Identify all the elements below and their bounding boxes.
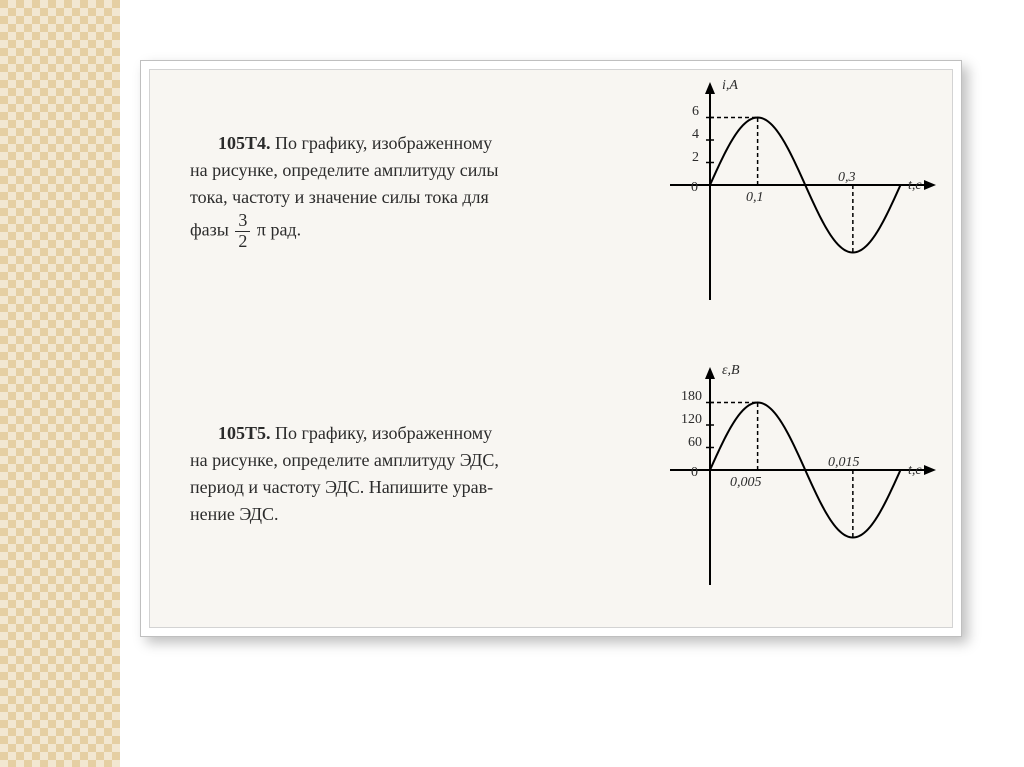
chart-2-origin: 0 [691, 465, 698, 481]
problem-2-text: 105Т5. По графику, изображенному на рису… [190, 420, 620, 528]
problem-2: 105Т5. По графику, изображенному на рису… [190, 420, 620, 528]
chart-2-ytick-120: 120 [681, 412, 702, 428]
fraction-denominator: 2 [235, 232, 250, 252]
chart-2-xtick-0005: 0,005 [730, 475, 762, 491]
problem-1-line3: тока, частоту и значение силы тока для [190, 187, 489, 207]
chart-1-xtick-01: 0,1 [746, 190, 764, 206]
problem-2-number: 105Т5. [218, 423, 271, 443]
problem-2-line1: По графику, изображенному [275, 423, 492, 443]
chart-1-ytick-2: 2 [692, 150, 699, 166]
problem-1-line4-prefix: фазы [190, 219, 233, 239]
chart-1-container: i,A t,c 6 4 2 0 0,1 0,3 [650, 80, 940, 305]
problem-1-text: 105Т4. По графику, изображенному на рису… [190, 130, 620, 252]
decorative-pattern-strip [0, 0, 120, 767]
chart-2-ytick-60: 60 [688, 435, 702, 451]
problem-1: 105Т4. По графику, изображенному на рису… [190, 130, 620, 252]
chart-2-x-axis-label: t,c [908, 463, 922, 479]
chart-1-origin: 0 [691, 180, 698, 196]
problem-2-line4: нение ЭДС. [190, 504, 279, 524]
fraction-three-halves: 3 2 [235, 211, 250, 252]
paper-sheet-inner: 105Т4. По графику, изображенному на рису… [149, 69, 953, 628]
fraction-numerator: 3 [235, 211, 250, 232]
problem-2-line3: период и частоту ЭДС. Напишите урав- [190, 477, 493, 497]
page-root: 105Т4. По графику, изображенному на рису… [0, 0, 1024, 767]
problem-2-line2: на рисунке, определите амплитуду ЭДС, [190, 450, 499, 470]
chart-1-x-axis-label: t,c [908, 178, 922, 194]
problem-1-line1: По графику, изображенному [275, 133, 492, 153]
chart-1-ytick-6: 6 [692, 104, 699, 120]
chart-1-ytick-4: 4 [692, 127, 699, 143]
chart-1-y-axis-label: i,A [722, 78, 738, 94]
problem-1-line2: на рисунке, определите амплитуду силы [190, 160, 498, 180]
chart-2-xtick-0015: 0,015 [828, 455, 860, 471]
chart-1-xtick-03: 0,3 [838, 170, 856, 186]
chart-2-container: ε,В t,c 180 120 60 0 0,005 0,015 [650, 365, 940, 590]
problem-1-line4-suffix: π рад. [257, 219, 301, 239]
paper-sheet: 105Т4. По графику, изображенному на рису… [140, 60, 962, 637]
chart-2-ytick-180: 180 [681, 389, 702, 405]
chart-2-y-axis-label: ε,В [722, 363, 740, 379]
problem-1-number: 105Т4. [218, 133, 271, 153]
